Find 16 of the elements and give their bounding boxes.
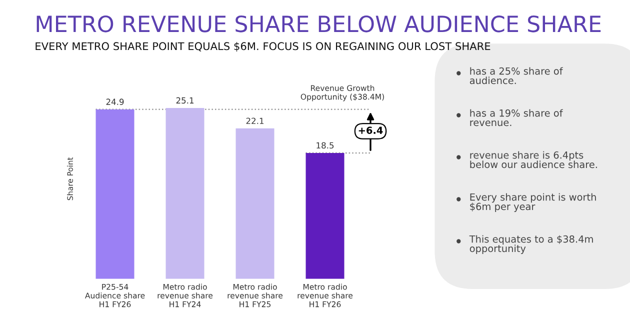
data-label: 25.1 (176, 97, 194, 104)
annotation: +6.4 (358, 126, 383, 134)
chart-subtitle: EVERY METRO SHARE POINT EQUALS $6M. FOCUS IS ON REGAINING OUR LOST SHARE (36, 42, 490, 52)
text: has a 19% share of revenue. (470, 109, 563, 126)
data-label: 22.1 (246, 118, 264, 124)
bar (236, 128, 274, 279)
text: revenue share is 6.4pts below our audience share. (470, 151, 597, 168)
bar (96, 109, 134, 279)
data-label: 18.5 (316, 142, 334, 149)
bar (166, 108, 204, 279)
data-label: 24.9 (106, 98, 124, 105)
bar (306, 152, 344, 279)
text: Every share point is worth $6m per year (470, 193, 596, 212)
text: has a 25% share of audience. (470, 67, 563, 84)
text: This equates to a $38.4m opportunity (469, 235, 593, 254)
chart-title: METRO REVENUE SHARE BELOW AUDIENCE SHARE (36, 16, 601, 32)
